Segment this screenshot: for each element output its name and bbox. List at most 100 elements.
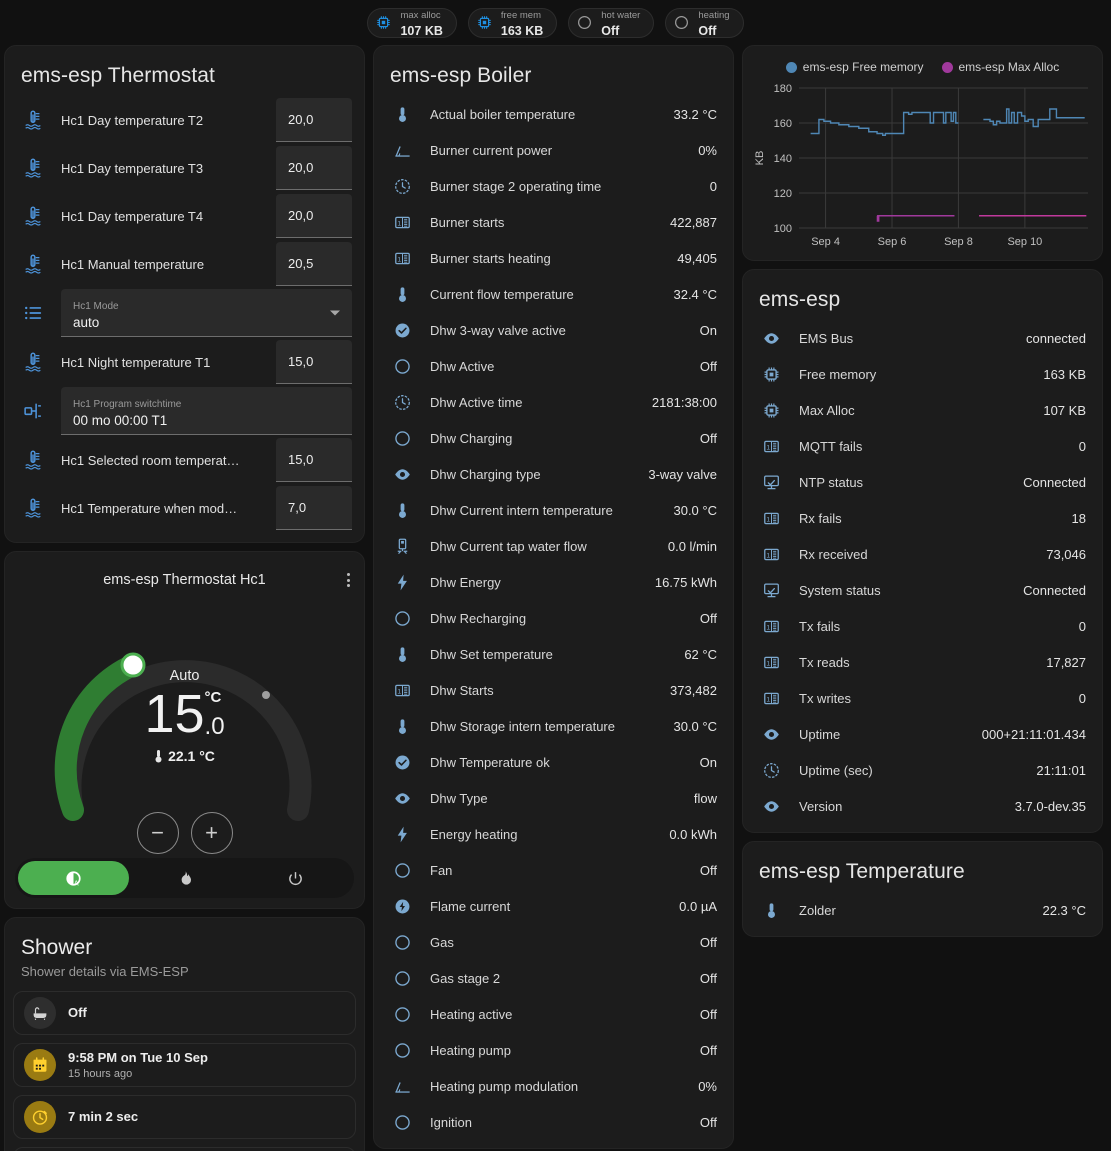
number-input[interactable]: 20,5	[276, 242, 352, 286]
mode-auto-button[interactable]: A	[18, 861, 129, 895]
mode-heat-button[interactable]	[129, 861, 240, 895]
number-input[interactable]: 20,0	[276, 146, 352, 190]
entity-row[interactable]: Dhw Temperature ok On	[374, 744, 733, 780]
memory-chart-card: ems-esp Free memory ems-esp Max Alloc 100…	[742, 45, 1103, 261]
shower-item-primary: 7 min 2 sec	[68, 1109, 139, 1124]
entity-label: Dhw Starts	[430, 682, 494, 698]
entity-row[interactable]: 1 Burner starts heating 49,405	[374, 240, 733, 276]
entity-row[interactable]: Dhw Charging Off	[374, 420, 733, 456]
entity-label: Rx fails	[799, 510, 842, 526]
entity-row[interactable]: Heating pump modulation 0%	[374, 1068, 733, 1104]
entity-row[interactable]: Actual boiler temperature 33.2 °C	[374, 96, 733, 132]
entity-row[interactable]: Dhw Current tap water flow 0.0 l/min	[374, 528, 733, 564]
thermostat-number-row: Hc1 Day temperature T2 20,0	[5, 96, 364, 144]
shower-item-secondary: 15 hours ago	[68, 1068, 133, 1080]
entity-row[interactable]: 1 Rx fails 18	[743, 500, 1102, 536]
monitor-icon	[759, 578, 783, 602]
entity-row[interactable]: Dhw Current intern temperature 30.0 °C	[374, 492, 733, 528]
entity-row[interactable]: Burner stage 2 operating time 0	[374, 168, 733, 204]
thermostat-rows: Hc1 Day temperature T2 20,0 Hc1 Day temper…	[5, 96, 364, 532]
entity-row[interactable]: Dhw Active time 2181:38:00	[374, 384, 733, 420]
dial-gauge[interactable]: Auto 15 °C .0	[5, 600, 364, 854]
memory-history-chart[interactable]: 100 120 140 160 180 Sep 4 Sep 6 Sep 8 Sep 10 KB	[751, 78, 1096, 260]
y-axis-title: KB	[754, 151, 766, 166]
entity-row[interactable]: Heating pump Off	[374, 1032, 733, 1068]
number-input[interactable]: 15,0	[276, 438, 352, 482]
badge-max-alloc[interactable]: max alloc 107 KB	[367, 7, 457, 38]
entity-value: 62 °C	[684, 646, 717, 662]
entity-row[interactable]: 1 Dhw Starts 373,482	[374, 672, 733, 708]
mode-off-button[interactable]	[240, 861, 351, 895]
counter-icon: 1	[759, 434, 783, 458]
entity-row[interactable]: Dhw Storage intern temperature 30.0 °C	[374, 708, 733, 744]
legend-item[interactable]: ems-esp Max Alloc	[941, 60, 1059, 74]
entity-row[interactable]: Version 3.7.0-dev.35	[743, 788, 1102, 824]
thermometer-icon	[390, 714, 414, 738]
entity-row[interactable]: 1 Tx fails 0	[743, 608, 1102, 644]
legend-item[interactable]: ems-esp Free memory	[785, 60, 924, 74]
entity-row[interactable]: 1 MQTT fails 0	[743, 428, 1102, 464]
entity-value: 3.7.0-dev.35	[1014, 798, 1086, 814]
badge-heating[interactable]: heating Off	[665, 7, 744, 38]
entity-value: 21:11:01	[1036, 762, 1086, 778]
more-options-icon[interactable]	[347, 573, 350, 587]
entity-value: 0	[1078, 618, 1086, 634]
entity-row[interactable]: Gas stage 2 Off	[374, 960, 733, 996]
entity-row[interactable]: Dhw Set temperature 62 °C	[374, 636, 733, 672]
increase-temperature-button[interactable]: +	[190, 812, 233, 854]
entity-row[interactable]: Flame current 0.0 µA	[374, 888, 733, 924]
number-input[interactable]: 20,0	[276, 194, 352, 238]
entity-row[interactable]: EMS Bus connected	[743, 320, 1102, 356]
number-input[interactable]: 7,0	[276, 486, 352, 530]
entity-row[interactable]: NTP status Connected	[743, 464, 1102, 500]
entity-row[interactable]: Free memory 163 KB	[743, 356, 1102, 392]
entity-row[interactable]: 1 Rx received 73,046	[743, 536, 1102, 572]
shower-items: Off 9:58 PM on Tue 10 Sep 15 hours ago 7 mi…	[5, 991, 364, 1139]
shower-item[interactable]: 9:58 PM on Tue 10 Sep 15 hours ago	[13, 1043, 356, 1087]
entity-row[interactable]: Current flow temperature 32.4 °C	[374, 276, 733, 312]
badge-hot-water[interactable]: hot water Off	[568, 7, 655, 38]
entity-row[interactable]: Burner current power 0%	[374, 132, 733, 168]
entity-row[interactable]: Dhw Type flow	[374, 780, 733, 816]
entity-row[interactable]: Gas Off	[374, 924, 733, 960]
decrease-temperature-button[interactable]: −	[136, 812, 179, 854]
number-input[interactable]: 20,0	[276, 98, 352, 142]
entity-value: 000+21:11:01.434	[981, 726, 1086, 742]
entity-row[interactable]: 1 Burner starts 422,887	[374, 204, 733, 240]
entity-row[interactable]: Dhw 3-way valve active On	[374, 312, 733, 348]
entity-row[interactable]: 1 Tx writes 0	[743, 680, 1102, 716]
entity-row[interactable]: Energy heating 0.0 kWh	[374, 816, 733, 852]
entity-row[interactable]: Dhw Charging type 3-way valve	[374, 456, 733, 492]
entity-row[interactable]: 1 Tx reads 17,827	[743, 644, 1102, 680]
text-input[interactable]: Hc1 Program switchtime 00 mo 00:00 T1	[61, 387, 352, 435]
thermometer-lines-icon	[25, 352, 41, 372]
legend-dot	[941, 61, 953, 73]
entity-label: Burner starts heating	[430, 250, 551, 266]
entity-row[interactable]: Uptime 000+21:11:01.434	[743, 716, 1102, 752]
entity-row[interactable]: Dhw Energy 16.75 kWh	[374, 564, 733, 600]
entity-row[interactable]: Max Alloc 107 KB	[743, 392, 1102, 428]
entity-label: Burner starts	[430, 214, 505, 230]
entity-label: Zolder	[799, 902, 836, 918]
badge-free-mem[interactable]: free mem 163 KB	[467, 7, 558, 38]
shower-item[interactable]: 7 min 2 sec	[13, 1095, 356, 1139]
entity-row[interactable]: Dhw Recharging Off	[374, 600, 733, 636]
clock-icon	[759, 758, 783, 782]
calendar-icon	[24, 1049, 56, 1081]
shower-footer-item[interactable]	[13, 1147, 356, 1151]
number-input[interactable]: 15,0	[276, 340, 352, 384]
svg-text:1: 1	[766, 624, 770, 631]
entity-row[interactable]: Heating active Off	[374, 996, 733, 1032]
mode-select[interactable]: Hc1 Mode auto	[61, 289, 352, 337]
entity-row[interactable]: System status Connected	[743, 572, 1102, 608]
thermometer-icon	[759, 898, 783, 922]
entity-row[interactable]: Dhw Active Off	[374, 348, 733, 384]
svg-text:1: 1	[766, 552, 770, 559]
entity-label: Heating pump modulation	[430, 1078, 579, 1094]
entity-row[interactable]: Zolder 22.3 °C	[743, 892, 1102, 928]
entity-row[interactable]: Ignition Off	[374, 1104, 733, 1140]
entity-row[interactable]: Fan Off	[374, 852, 733, 888]
entity-value: Off	[699, 1006, 717, 1022]
shower-item[interactable]: Off	[13, 991, 356, 1035]
entity-row[interactable]: Uptime (sec) 21:11:01	[743, 752, 1102, 788]
